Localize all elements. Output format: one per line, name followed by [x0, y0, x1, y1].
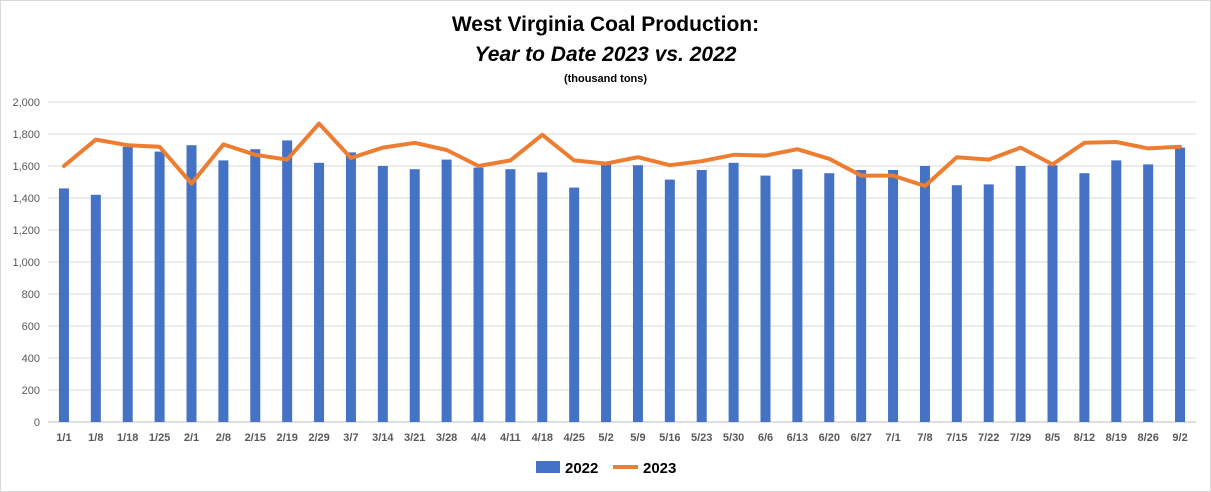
x-tick-label: 2/29: [308, 432, 329, 444]
bar-2022: [282, 140, 293, 422]
chart-title-line2: Year to Date 2023 vs. 2022: [474, 43, 737, 66]
bar-2022: [345, 152, 356, 422]
legend-label-2023: 2023: [643, 460, 676, 477]
x-tick-label: 5/30: [723, 432, 744, 444]
bar-2022: [90, 194, 101, 422]
y-tick-label: 2,000: [12, 97, 40, 109]
bar-2022: [728, 162, 739, 423]
y-tick-label: 600: [22, 321, 40, 333]
bar-2022: [441, 159, 452, 422]
x-tick-label: 7/22: [978, 432, 999, 444]
bar-2022: [983, 184, 994, 422]
bar-2022: [505, 169, 516, 422]
bar-2022: [154, 151, 165, 422]
y-tick-label: 800: [22, 289, 40, 301]
x-tick-label: 3/7: [343, 432, 358, 444]
bar-2022: [1111, 160, 1122, 422]
x-tick-label: 6/27: [850, 432, 871, 444]
x-tick-label: 7/8: [917, 432, 932, 444]
bar-2022: [1143, 164, 1154, 422]
x-tick-label: 3/21: [404, 432, 425, 444]
x-axis-ticks: 1/1 1/8 1/18 1/25 2/1 2/8 2/15 2/19 2/29 3/7 3/14 3…: [56, 432, 1187, 444]
bar-2022: [824, 173, 835, 422]
y-tick-label: 200: [22, 385, 40, 397]
bar-2022: [537, 172, 548, 422]
x-tick-label: 7/15: [946, 432, 967, 444]
legend-label-2022: 2022: [565, 460, 598, 477]
series-2022-bars: [58, 140, 1186, 423]
bar-2022: [58, 188, 69, 422]
x-tick-label: 6/20: [819, 432, 840, 444]
bar-2022: [888, 170, 899, 422]
y-tick-label: 0: [34, 417, 40, 429]
bar-2022: [473, 167, 484, 422]
x-tick-label: 1/25: [149, 432, 170, 444]
bar-2022: [1015, 166, 1026, 422]
bar-2022: [792, 169, 803, 422]
bar-2022: [569, 187, 580, 422]
bar-2022: [377, 166, 388, 422]
bar-2022: [1047, 165, 1058, 422]
x-tick-label: 4/25: [563, 432, 584, 444]
x-tick-label: 3/14: [372, 432, 394, 444]
y-axis-ticks: 0 200 400 600 800 1,000 1,200 1,400 1,600 1,800 2,…: [12, 97, 40, 429]
series-2023-line-group: [61, 121, 1183, 188]
bar-2022: [760, 175, 771, 422]
y-tick-label: 1,800: [12, 129, 40, 141]
y-tick-label: 1,000: [12, 257, 40, 269]
x-tick-label: 8/5: [1045, 432, 1060, 444]
x-tick-label: 3/28: [436, 432, 457, 444]
bar-2022: [314, 162, 325, 423]
x-tick-label: 1/18: [117, 432, 138, 444]
bar-2022: [919, 166, 930, 422]
chart-title: West Virginia Coal Production:: [451, 13, 760, 36]
bar-2022: [409, 169, 420, 422]
y-tick-label: 1,200: [12, 225, 40, 237]
x-tick-label: 4/18: [532, 432, 553, 444]
bar-2022: [186, 145, 197, 422]
x-tick-label: 6/6: [758, 432, 773, 444]
bar-2022: [122, 146, 133, 423]
x-tick-label: 1/1: [56, 432, 71, 444]
x-tick-label: 2/19: [276, 432, 297, 444]
bar-2022: [1175, 147, 1186, 422]
series-2023-line: [61, 121, 1183, 188]
y-tick-label: 400: [22, 353, 40, 365]
legend-swatch-2022: [536, 461, 560, 473]
x-tick-label: 1/8: [88, 432, 103, 444]
x-tick-label: 5/2: [598, 432, 613, 444]
x-tick-label: 7/1: [885, 432, 900, 444]
bar-2022: [856, 170, 867, 422]
bar-2022: [601, 164, 612, 422]
x-tick-label: 9/2: [1172, 432, 1187, 444]
x-tick-label: 5/9: [630, 432, 645, 444]
x-tick-label: 8/19: [1106, 432, 1127, 444]
x-tick-label: 5/23: [691, 432, 712, 444]
y-tick-label: 1,400: [12, 193, 40, 205]
x-tick-label: 8/12: [1074, 432, 1095, 444]
x-tick-label: 5/16: [659, 432, 680, 444]
bar-2022: [696, 170, 707, 422]
x-tick-label: 2/15: [245, 432, 266, 444]
x-tick-label: 4/11: [500, 432, 521, 444]
bar-2022: [1079, 173, 1090, 422]
x-tick-label: 4/4: [471, 432, 487, 444]
x-tick-label: 7/29: [1010, 432, 1031, 444]
y-tick-label: 1,600: [12, 161, 40, 173]
bar-2022: [632, 165, 643, 422]
chart-subtitle: (thousand tons): [563, 73, 648, 85]
x-tick-label: 2/8: [216, 432, 231, 444]
bar-2022: [951, 185, 962, 422]
x-tick-label: 8/26: [1137, 432, 1158, 444]
gridlines: [48, 101, 1196, 423]
x-tick-label: 2/1: [184, 432, 199, 444]
bar-2022: [218, 160, 229, 422]
x-tick-label: 6/13: [787, 432, 808, 444]
bar-2022: [250, 149, 261, 422]
legend: 2022 2023: [536, 460, 676, 477]
bar-2022: [664, 179, 675, 422]
